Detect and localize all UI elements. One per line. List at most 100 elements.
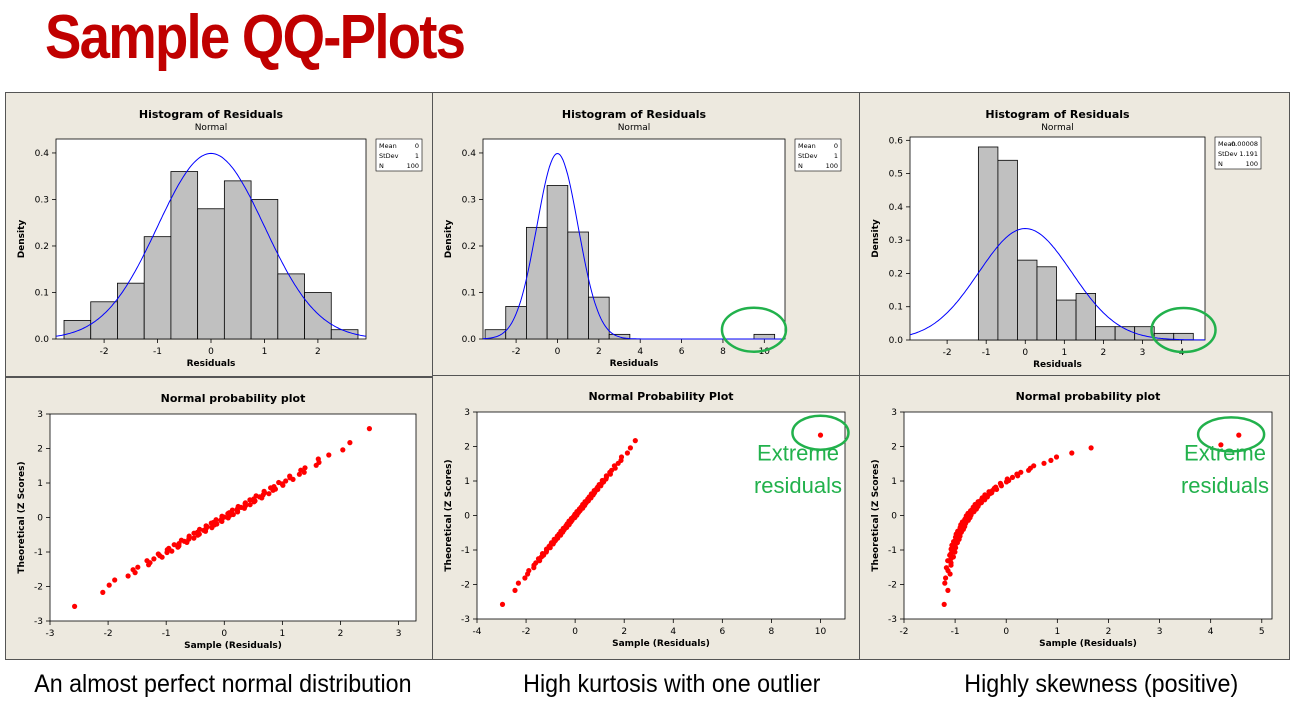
qq-point [171,542,177,548]
histogram-bar [567,231,589,340]
legend-key: StDev [798,152,818,160]
qq-point [242,500,248,506]
histogram-bar [117,282,145,340]
qq-point [253,493,259,499]
histogram-bar [1056,299,1077,341]
y-tick-label: -3 [461,615,470,625]
histogram-bar [250,199,279,340]
qq-point [347,440,353,446]
y-tick-label: -2 [461,581,470,591]
y-tick-label: -1 [461,546,470,556]
outlier-highlight-ellipse [791,414,850,451]
qq-panel-kurtosis: Normal Probability Plot -4 -2 0 2 4 6 8 10 -3 -2 -1… [432,375,860,660]
histogram-bar [63,319,92,340]
y-axis-label: Theoretical (Z Scores) [444,459,454,571]
histogram-bar [90,301,118,340]
histogram-bar [304,292,332,340]
caption-kurtosis: High kurtosis with one outlier [523,670,821,698]
y-tick-label: 0.0 [889,336,904,346]
qq-point [203,523,209,529]
y-tick-label: 0.6 [889,136,904,146]
y-tick-label: 2 [891,443,897,453]
qq-point [276,479,282,486]
histogram-bar [223,180,252,340]
qq-point [144,558,150,564]
y-tick-label: 2 [37,445,43,455]
qq-panel-skew: Normal probability plot -2 -1 0 1 2 3 4 5 -3 -2 -1 0… [859,375,1290,660]
qq-point [130,567,136,573]
x-tick-label: -3 [46,629,55,639]
stats-legend [375,138,423,172]
qq-point [945,587,951,593]
x-tick-label: -2 [900,627,909,637]
chart-title: Normal probability plot [161,392,306,405]
y-tick-label: 0.2 [889,269,903,279]
extreme-note-line2: residuals [754,473,842,498]
legend-value: 100 [407,162,419,170]
x-tick-label: 4 [670,627,676,637]
qq-point [499,601,506,607]
histogram-bar [1036,266,1057,341]
chart-subtitle: Normal [1041,123,1074,133]
qq-point [1041,460,1047,466]
qq-point [166,545,172,551]
legend-value: 0 [834,142,838,150]
qq-point [125,573,131,579]
caption-normal: An almost perfect normal distribution [34,670,412,698]
legend-value: 1 [834,152,838,160]
qq-point [326,452,332,458]
qq-point [1031,463,1037,469]
y-tick-label: 0.3 [462,195,476,205]
legend-value: 0 [415,142,419,150]
x-tick-label: 4 [1208,627,1214,637]
legend-key: StDev [379,152,399,160]
qq-point [106,582,112,588]
histogram-bar [484,329,507,340]
x-tick-label: 10 [815,627,827,637]
y-axis-label: Density [871,219,881,258]
y-tick-label: 1 [891,477,897,487]
qq-point [1014,471,1020,477]
qq-point [611,463,617,469]
histogram-panel-kurtosis: Histogram of Residuals Normal -2 0 2 4 6 8 10 0.0… [432,92,860,377]
qq-point [1053,454,1060,460]
y-tick-label: 0 [37,514,43,524]
y-tick-label: -1 [34,548,43,558]
x-tick-label: 0 [555,347,561,357]
qq-point [135,564,141,570]
y-tick-label: 0.1 [35,288,49,298]
qq-point [817,432,824,438]
y-tick-label: 0.0 [462,335,477,345]
legend-key: Mean [1218,140,1236,148]
normal-fit-curve [909,227,1205,341]
y-tick-label: 0.5 [889,170,903,180]
legend-key: N [798,162,803,170]
y-tick-label: 3 [891,408,897,418]
x-tick-label: 3 [1140,348,1146,358]
qq-point [627,445,633,451]
qq-point [340,447,346,453]
x-tick-label: 8 [720,347,726,357]
qq-point [1218,442,1224,448]
x-axis-label: Residuals [1033,360,1082,370]
x-tick-label: -2 [943,348,952,358]
qq-point [155,551,161,557]
qq-point [1009,474,1016,480]
x-tick-label: 0 [221,629,227,639]
histogram-bar [170,171,199,340]
y-tick-label: -1 [888,546,897,556]
qq-point [1018,469,1024,475]
x-tick-label: 6 [679,347,685,357]
qq-point [186,533,192,539]
qq-chart-kurtosis: Normal Probability Plot-4 -2 0 2 4 6 8 10-3-2-1… [444,390,850,649]
qq-point [603,473,609,479]
stats-legend [1214,136,1262,170]
histogram-panel-normal: Histogram of Residuals Normal -2 -1 0 1 2 0.0 0.… [5,92,434,377]
qq-point [515,580,521,586]
x-tick-label: 8 [769,627,775,637]
x-tick-label: 1 [262,347,268,357]
y-tick-label: 0.4 [889,203,904,213]
histogram-bar [1075,293,1096,341]
y-axis-label: Density [17,220,27,259]
